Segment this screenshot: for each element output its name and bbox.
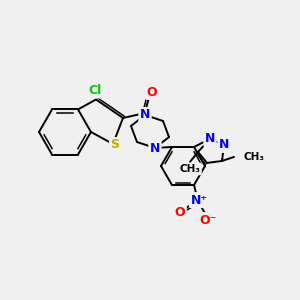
Text: N: N <box>205 132 215 146</box>
Text: O: O <box>175 206 185 219</box>
Text: Cl: Cl <box>88 84 102 97</box>
Text: S: S <box>110 139 119 152</box>
Text: N: N <box>219 138 229 152</box>
Text: O⁻: O⁻ <box>200 214 217 226</box>
Text: N: N <box>140 109 150 122</box>
Text: O: O <box>147 85 157 98</box>
Text: N⁺: N⁺ <box>190 194 208 207</box>
Text: CH₃: CH₃ <box>243 152 264 162</box>
Text: CH₃: CH₃ <box>179 164 200 174</box>
Text: N: N <box>150 142 160 154</box>
